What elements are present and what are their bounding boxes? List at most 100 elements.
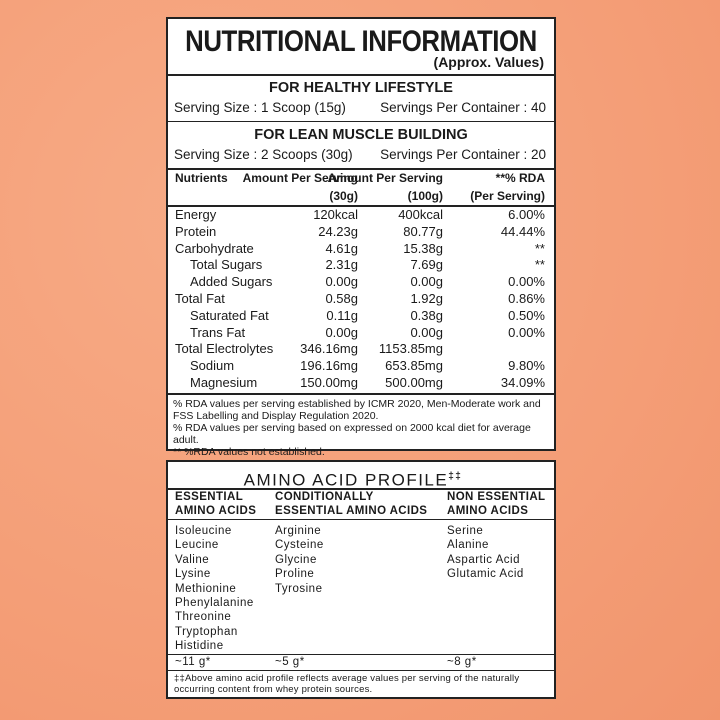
- nutrient-value: 0.00g: [325, 274, 358, 290]
- nutrient-name: Carbohydrate: [175, 240, 254, 256]
- nutrient-value: 2.31g: [325, 257, 358, 273]
- divider: [168, 74, 554, 76]
- nutrient-value: 1.92g: [410, 291, 443, 306]
- nutrient-name: Total Sugars: [190, 257, 263, 273]
- table-header: Amount Per Serving: [242, 171, 358, 185]
- amino-acid: Valine: [175, 553, 210, 566]
- amino-acid: Threonine: [175, 611, 232, 624]
- nutrient-value: 15.38g: [403, 240, 443, 256]
- serving-size: Serving Size : 1 Scoop (15g): [174, 100, 346, 115]
- amino-total: ~11 g*: [175, 656, 211, 668]
- nutrient-value: **: [534, 257, 545, 273]
- nutrient-value: 196.16mg: [300, 358, 358, 374]
- nutrient-value: 80.77g: [403, 223, 443, 239]
- nutrient-value: 0.11g: [326, 307, 358, 323]
- subtitle: (Approx. Values): [433, 54, 544, 70]
- amino-heading: ESSENTIAL AMINO ACIDS: [275, 505, 428, 517]
- amino-acid: Glutamic Acid: [447, 568, 524, 581]
- divider: [168, 519, 554, 520]
- amino-acid: Methionine: [175, 582, 237, 595]
- nutrient-value: 0.00g: [325, 324, 358, 340]
- nutrient-name: Protein: [175, 223, 217, 239]
- nutrient-value: **: [534, 240, 545, 256]
- amino-acid: Aspartic Acid: [447, 553, 520, 566]
- nutrient-value: 0.00g: [410, 324, 443, 340]
- amino-acid: Cysteine: [275, 539, 324, 552]
- nutrient-value: 0.86%: [508, 291, 545, 306]
- serving-size: Serving Size : 2 Scoops (30g): [174, 147, 353, 162]
- nutrient-value: 346.16mg: [300, 341, 358, 357]
- nutrient-name: Trans Fat: [190, 324, 246, 340]
- amino-title: AMINO ACID PROFILE‡‡: [243, 470, 463, 490]
- table-header: (Per Serving): [470, 189, 545, 203]
- nutrition-panel: [166, 17, 556, 451]
- nutrient-value: 0.00g: [410, 274, 443, 290]
- section-heading: FOR HEALTHY LIFESTYLE: [269, 80, 453, 96]
- footnote: % RDA values per serving based on expres…: [173, 422, 531, 446]
- amino-total: ~8 g*: [447, 656, 477, 668]
- nutrient-name: Energy: [175, 207, 217, 222]
- title-mark: ‡‡: [448, 471, 463, 482]
- table-header: Nutrients: [175, 171, 228, 185]
- footnote: ** %RDA values not established.: [173, 446, 325, 458]
- nutrient-value: 0.00%: [508, 324, 545, 340]
- divider: [168, 670, 554, 671]
- amino-acid: Proline: [275, 568, 315, 581]
- amino-acid: Alanine: [447, 539, 489, 552]
- divider: [168, 654, 554, 655]
- nutrient-name: Sodium: [190, 358, 235, 374]
- title: NUTRITIONAL INFORMATION: [185, 25, 537, 58]
- table-header: Amount Per Serving: [327, 171, 443, 185]
- nutrient-name: Total Electrolytes: [175, 341, 274, 357]
- amino-heading: AMINO ACIDS: [175, 505, 257, 517]
- nutrient-value: 0.50%: [508, 307, 545, 323]
- nutrient-value: 0.00%: [508, 274, 545, 290]
- amino-heading: NON ESSENTIAL: [447, 491, 546, 503]
- nutrient-value: 653.85mg: [385, 358, 443, 374]
- nutrient-value: 0.38g: [410, 307, 443, 323]
- nutrient-value: 24.23g: [318, 223, 358, 239]
- amino-acid: Lysine: [175, 568, 211, 581]
- table-header: **% RDA: [495, 171, 545, 185]
- amino-acid: Phenylalanine: [175, 597, 254, 609]
- servings-per-container: Servings Per Container : 20: [380, 147, 546, 162]
- nutrient-value: 120kcal: [313, 207, 358, 222]
- amino-acid: Arginine: [275, 525, 322, 537]
- divider: [168, 488, 554, 490]
- amino-acid: Leucine: [175, 539, 219, 552]
- nutrient-value: 7.69g: [410, 257, 443, 273]
- nutrient-value: 9.80%: [508, 358, 545, 374]
- table-header: (30g): [329, 189, 358, 203]
- amino-panel: [166, 460, 556, 699]
- amino-acid: Isoleucine: [175, 525, 232, 537]
- divider: [168, 205, 554, 207]
- amino-footnote: ‡‡Above amino acid profile reflects aver…: [174, 673, 520, 695]
- footnote: % RDA values per serving established by …: [173, 398, 541, 422]
- table-header: (100g): [407, 189, 443, 203]
- amino-acid: Histidine: [175, 640, 224, 653]
- amino-heading: AMINO ACIDS: [447, 505, 529, 517]
- amino-acid: Tryptophan: [175, 625, 238, 638]
- nutrient-value: 1153.85mg: [378, 341, 443, 357]
- divider: [168, 168, 554, 170]
- amino-acid: Glycine: [275, 553, 317, 566]
- nutrient-name: Saturated Fat: [190, 307, 269, 323]
- amino-acid: Tyrosine: [275, 582, 323, 595]
- divider: [168, 121, 554, 122]
- nutrient-value: 6.00%: [508, 207, 545, 222]
- nutrient-name: Total Fat: [175, 291, 225, 306]
- nutrient-value: 150.00mg: [300, 375, 358, 390]
- amino-heading: CONDITIONALLY: [275, 491, 374, 503]
- amino-total: ~5 g*: [275, 656, 305, 668]
- nutrient-value: 4.61g: [325, 240, 358, 256]
- nutrient-name: Magnesium: [190, 375, 258, 390]
- nutrient-value: 0.58g: [325, 291, 358, 306]
- servings-per-container: Servings Per Container : 40: [380, 100, 546, 115]
- divider: [168, 393, 554, 395]
- amino-acid: Serine: [447, 525, 484, 537]
- amino-heading: ESSENTIAL: [175, 491, 244, 503]
- footnotes: % RDA values per serving established by …: [173, 398, 551, 458]
- nutrient-name: Added Sugars: [190, 274, 273, 290]
- nutrient-value: 44.44%: [500, 223, 545, 239]
